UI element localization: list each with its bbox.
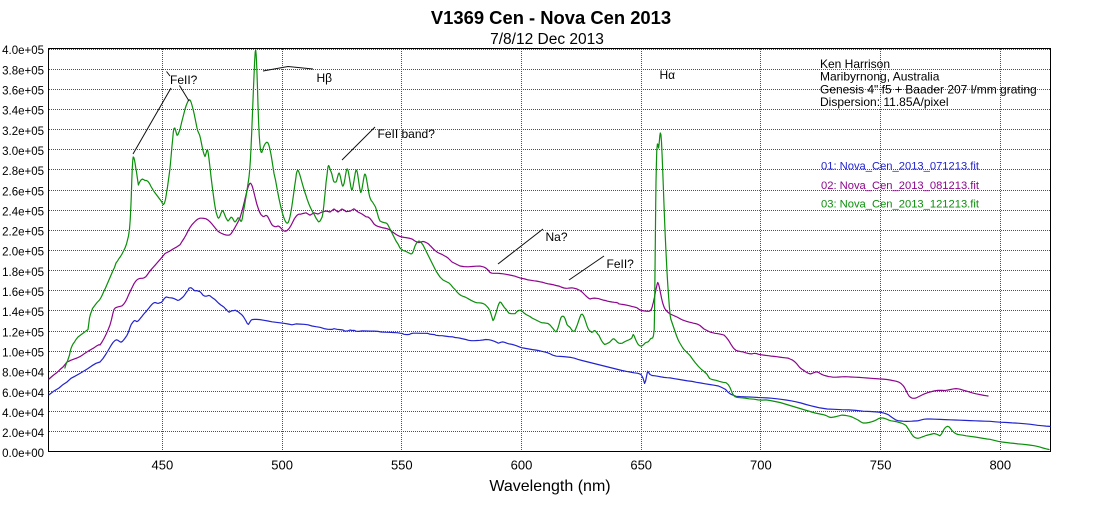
- svg-text:600: 600: [511, 458, 533, 473]
- svg-text:7/8/12 Dec 2013: 7/8/12 Dec 2013: [490, 31, 604, 48]
- svg-text:2.8e+05: 2.8e+05: [2, 166, 44, 178]
- svg-text:FeII?: FeII?: [170, 73, 198, 87]
- svg-text:Wavelength (nm): Wavelength (nm): [489, 478, 610, 495]
- svg-text:2.0e+05: 2.0e+05: [2, 247, 44, 259]
- svg-text:1.2e+05: 1.2e+05: [2, 327, 44, 339]
- svg-text:Maribyrnong, Australia: Maribyrnong, Australia: [820, 70, 940, 84]
- svg-text:500: 500: [271, 458, 293, 473]
- svg-text:450: 450: [152, 458, 174, 473]
- svg-text:Hβ: Hβ: [317, 71, 333, 85]
- svg-text:1.0e+05: 1.0e+05: [2, 347, 44, 359]
- svg-text:3.2e+05: 3.2e+05: [2, 126, 44, 138]
- svg-text:6.0e+04: 6.0e+04: [2, 388, 44, 400]
- svg-text:3.4e+05: 3.4e+05: [2, 106, 44, 118]
- svg-text:2.0e+04: 2.0e+04: [2, 428, 44, 440]
- svg-text:V1369 Cen - Nova Cen 2013: V1369 Cen - Nova Cen 2013: [431, 7, 671, 28]
- svg-text:Ken Harrison: Ken Harrison: [820, 57, 890, 71]
- svg-text:01: Nova_Cen_2013_071213.fit: 01: Nova_Cen_2013_071213.fit: [821, 161, 980, 173]
- svg-text:550: 550: [391, 458, 413, 473]
- svg-text:3.0e+05: 3.0e+05: [2, 146, 44, 158]
- svg-text:1.6e+05: 1.6e+05: [2, 287, 44, 299]
- svg-text:4.0e+05: 4.0e+05: [2, 45, 44, 57]
- svg-text:2.4e+05: 2.4e+05: [2, 206, 44, 218]
- svg-text:Na?: Na?: [546, 230, 568, 244]
- svg-text:3.8e+05: 3.8e+05: [2, 65, 44, 77]
- svg-text:8.0e+04: 8.0e+04: [2, 368, 44, 380]
- svg-text:650: 650: [630, 458, 652, 473]
- svg-text:2.2e+05: 2.2e+05: [2, 227, 44, 239]
- svg-text:2.6e+05: 2.6e+05: [2, 186, 44, 198]
- svg-text:3.6e+05: 3.6e+05: [2, 86, 44, 98]
- svg-text:Genesis 4" f5 + Baader 207 l/m: Genesis 4" f5 + Baader 207 l/mm grating: [820, 82, 1037, 96]
- svg-text:0.0e+00: 0.0e+00: [2, 448, 44, 460]
- svg-text:800: 800: [989, 458, 1011, 473]
- svg-text:Hα: Hα: [660, 68, 676, 82]
- svg-text:750: 750: [870, 458, 892, 473]
- svg-text:1.4e+05: 1.4e+05: [2, 307, 44, 319]
- svg-text:4.0e+04: 4.0e+04: [2, 408, 44, 420]
- svg-text:FeII?: FeII?: [607, 257, 635, 271]
- svg-text:Dispersion: 11.85A/pixel: Dispersion: 11.85A/pixel: [820, 95, 949, 109]
- svg-text:1.8e+05: 1.8e+05: [2, 267, 44, 279]
- svg-text:FeII band?: FeII band?: [378, 127, 436, 141]
- svg-text:700: 700: [750, 458, 772, 473]
- svg-text:03: Nova_Cen_2013_121213.fit: 03: Nova_Cen_2013_121213.fit: [821, 199, 980, 211]
- svg-text:02: Nova_Cen_2013_081213.fit: 02: Nova_Cen_2013_081213.fit: [821, 180, 980, 192]
